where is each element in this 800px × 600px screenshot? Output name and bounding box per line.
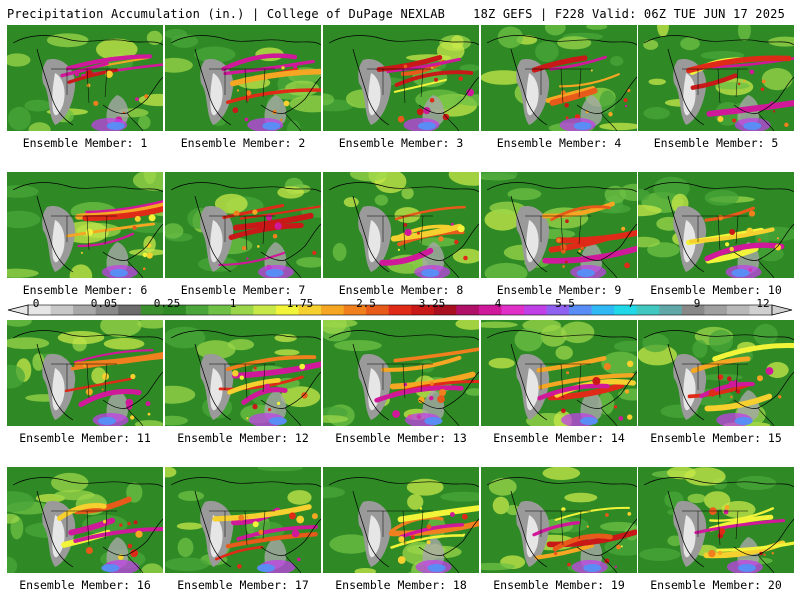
colorbar-cell [433,305,457,315]
colorbar-tick-label: 0.25 [153,297,181,310]
ensemble-member-map [7,25,163,131]
colorbar-cell [321,305,344,315]
ensemble-member-map [165,25,321,131]
colorbar-cell [524,305,547,315]
colorbar-cell [388,305,412,315]
ensemble-member-map [7,320,163,426]
ensemble-member-map [638,172,794,278]
colorbar-tick-label: 4 [494,297,502,310]
ensemble-member-label: Ensemble Member: 19 [493,578,625,592]
colorbar-cell [230,305,254,315]
ensemble-member-label: Ensemble Member: 9 [496,283,622,297]
colorbar-tick-label: 3.25 [418,297,446,310]
ensemble-member-label: Ensemble Member: 8 [338,283,464,297]
colorbar-cell [28,305,51,315]
ensemble-member-label: Ensemble Member: 12 [177,431,309,445]
colorbar-cell [343,305,367,315]
colorbar-cell [253,305,277,315]
colorbar-tick-label: 2.5 [356,297,376,310]
ensemble-member-label: Ensemble Member: 10 [650,283,782,297]
colorbar-tick-label: 0 [32,297,40,310]
ensemble-member-map [638,320,794,426]
ensemble-member-label: Ensemble Member: 6 [22,283,148,297]
colorbar-cell [298,305,322,315]
ensemble-member-map [323,25,479,131]
colorbar-cell [411,305,435,315]
colorbar-cell [50,305,74,315]
colorbar-cell [140,305,164,315]
ensemble-member-map [323,467,479,573]
ensemble-member-label: Ensemble Member: 5 [653,136,779,150]
colorbar-tick-label: 7 [627,297,635,310]
ensemble-member-map [165,320,321,426]
ensemble-member-label: Ensemble Member: 11 [19,431,151,445]
colorbar-cell [118,305,142,315]
ensemble-member-map [638,467,794,573]
colorbar-cell [163,305,187,315]
colorbar-tick-label: 12 [756,297,770,310]
ensemble-member-map [638,25,794,131]
ensemble-member-label: Ensemble Member: 1 [22,136,148,150]
run-valid-time: 18Z GEFS | F228 Valid: 06Z TUE JUN 17 20… [473,7,785,21]
ensemble-member-map [481,172,637,278]
ensemble-member-map [7,467,163,573]
ensemble-member-map [7,172,163,278]
colorbar-tick-label: 9 [693,297,701,310]
colorbar-cell [659,305,683,315]
colorbar-tick-label: 5.5 [555,297,575,310]
colorbar-cell [478,305,502,315]
colorbar-cell [614,305,638,315]
colorbar-cell [681,305,705,315]
colorbar-cell [501,305,525,315]
colorbar-cell [749,305,773,315]
ensemble-member-map [165,172,321,278]
ensemble-member-label: Ensemble Member: 2 [180,136,306,150]
colorbar-tick-label: 1 [229,297,237,310]
colorbar-cell [569,305,592,315]
ensemble-member-label: Ensemble Member: 15 [650,431,782,445]
colorbar-cell [366,305,390,315]
colorbar-cell [185,305,209,315]
ensemble-member-label: Ensemble Member: 7 [180,283,306,297]
product-title: Precipitation Accumulation (in.) | Colle… [7,7,446,21]
ensemble-member-map [323,320,479,426]
colorbar-left-arrow [7,304,29,316]
colorbar-cell [726,305,750,315]
colorbar-cell [276,305,299,315]
ensemble-member-label: Ensemble Member: 4 [496,136,622,150]
colorbar-cell [456,305,480,315]
colorbar-cell [95,305,119,315]
ensemble-member-map [481,25,637,131]
colorbar-cell [208,305,232,315]
colorbar-cell [73,305,96,315]
ensemble-member-label: Ensemble Member: 13 [335,431,467,445]
colorbar-tick-label: 0.05 [90,297,118,310]
colorbar [7,304,793,316]
ensemble-member-map [481,467,637,573]
ensemble-member-label: Ensemble Member: 3 [338,136,464,150]
ensemble-member-map [481,320,637,426]
ensemble-member-label: Ensemble Member: 14 [493,431,625,445]
colorbar-tick-label: 1.75 [286,297,314,310]
colorbar-cell [704,305,728,315]
ensemble-member-label: Ensemble Member: 20 [650,578,782,592]
ensemble-member-map [323,172,479,278]
ensemble-member-label: Ensemble Member: 17 [177,578,309,592]
ensemble-member-label: Ensemble Member: 16 [19,578,151,592]
ensemble-member-label: Ensemble Member: 18 [335,578,467,592]
colorbar-cell [591,305,615,315]
colorbar-right-arrow [771,304,793,316]
colorbar-cell [546,305,570,315]
ensemble-member-map [165,467,321,573]
colorbar-cell [636,305,660,315]
